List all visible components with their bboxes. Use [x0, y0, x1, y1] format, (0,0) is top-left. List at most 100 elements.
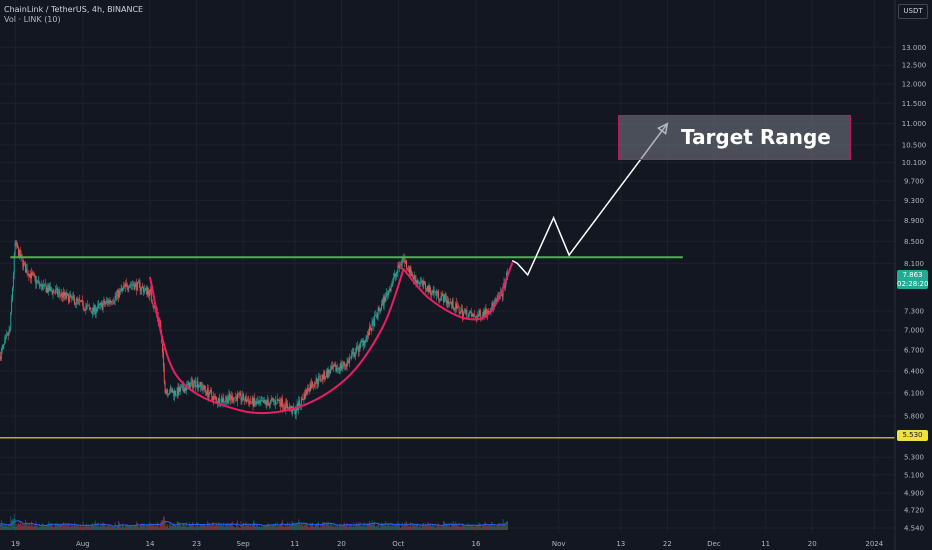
volume-bar: [281, 519, 283, 530]
volume-bar: [417, 524, 419, 530]
candle-body: [131, 284, 132, 286]
volume-bar: [346, 522, 348, 530]
volume-bar: [293, 522, 295, 530]
volume-bar: [268, 524, 270, 530]
candle-body: [397, 265, 399, 272]
currency-badge[interactable]: USDT: [898, 4, 928, 19]
time-axis[interactable]: 19 Aug 14 23 Sep 11 20 Oct 16 Nov 13 22 Dec 11 20 2024: [11, 540, 884, 548]
volume-bar: [238, 527, 240, 530]
candle-body: [178, 387, 180, 396]
volume-bar: [82, 521, 84, 530]
candle-body: [460, 310, 462, 314]
candle-body: [27, 273, 29, 275]
volume-bar: [181, 524, 183, 530]
candle-body: [424, 281, 426, 284]
volume-bar: [392, 523, 394, 530]
volume-bar: [304, 525, 306, 530]
volume-bar: [14, 518, 16, 530]
candle-body: [377, 308, 379, 318]
candle-body: [420, 281, 422, 283]
candle-body: [233, 397, 235, 401]
candle-body: [211, 391, 213, 397]
candle-body: [400, 264, 401, 266]
volume-bar: [103, 524, 105, 530]
volume-bar: [111, 526, 113, 530]
volume-bar: [156, 525, 157, 530]
candle-body: [356, 346, 357, 352]
candle-body: [426, 286, 428, 292]
volume-bar: [253, 520, 255, 530]
volume-bar: [405, 523, 407, 530]
volume-bar: [229, 523, 231, 530]
candle-body: [353, 351, 355, 357]
symbol-title[interactable]: ChainLink / TetherUS, 4h, BINANCE: [4, 5, 144, 14]
volume-bar: [46, 525, 48, 530]
candle-body: [419, 282, 420, 285]
price-axis[interactable]: 13.000 12.500 12.000 11.500 11.000 10.500 10.1…: [902, 44, 927, 533]
candle-body: [286, 401, 288, 405]
volume-bar: [150, 523, 152, 530]
candle-body: [481, 315, 483, 318]
projection-path[interactable]: [511, 123, 669, 277]
volume-bar: [397, 521, 399, 530]
volume-bar: [347, 527, 349, 530]
candle-body: [492, 302, 494, 306]
candle-body: [3, 343, 5, 346]
candle-body: [68, 294, 69, 303]
candle-body: [425, 283, 426, 289]
handle-annotation[interactable]: [402, 262, 514, 321]
candle-body: [135, 283, 137, 284]
volume-bar: [90, 524, 92, 530]
volume-bar: [482, 525, 484, 530]
cup-annotation[interactable]: [149, 268, 405, 415]
volume-bar: [265, 524, 267, 530]
candle-body: [195, 386, 197, 388]
volume-bar: [205, 525, 207, 530]
volume-bar: [288, 522, 290, 530]
volume-indicator-label[interactable]: Vol · LINK (10): [4, 15, 61, 24]
target-range-box[interactable]: Target Range: [618, 115, 851, 160]
candle-body: [468, 314, 470, 318]
candle-body: [163, 366, 165, 383]
candle-body: [369, 326, 370, 336]
volume-bar: [456, 524, 458, 530]
candle-body: [478, 310, 480, 316]
volume-bar: [261, 525, 263, 530]
candle-body: [68, 296, 70, 303]
volume-bar: [191, 524, 193, 530]
candle-body: [312, 385, 314, 387]
candle-body: [49, 287, 51, 291]
candle-body: [251, 397, 253, 402]
price-tick-label: 5.100: [904, 471, 924, 479]
candle-body: [31, 272, 32, 279]
candle-body: [446, 300, 448, 304]
volume-bar: [383, 522, 385, 530]
volume-bar: [39, 527, 41, 530]
candle-body: [399, 264, 401, 269]
candle-body: [170, 387, 172, 390]
candle-body: [412, 277, 414, 280]
candle-body: [83, 308, 85, 310]
volume-bar: [394, 525, 395, 530]
volume-bar: [156, 522, 158, 530]
volume-bar: [488, 525, 490, 530]
price-tick-label: 8.100: [904, 260, 924, 268]
volume-bar: [495, 526, 497, 530]
volume-bar: [385, 521, 387, 530]
volume-bar: [499, 523, 501, 530]
candle-body: [373, 320, 375, 327]
candle-body: [263, 399, 265, 403]
candle-body: [111, 301, 113, 303]
candle-body: [143, 289, 145, 293]
candle-body: [396, 271, 398, 273]
volume-bar: [322, 522, 324, 530]
candle-body: [11, 299, 13, 313]
volume-bar: [212, 522, 213, 530]
volume-bar: [138, 527, 140, 530]
candle-body: [495, 298, 497, 301]
candle-body: [87, 305, 88, 306]
volume-bar: [234, 527, 236, 530]
candle-body: [254, 398, 256, 403]
candle-body: [372, 320, 374, 322]
